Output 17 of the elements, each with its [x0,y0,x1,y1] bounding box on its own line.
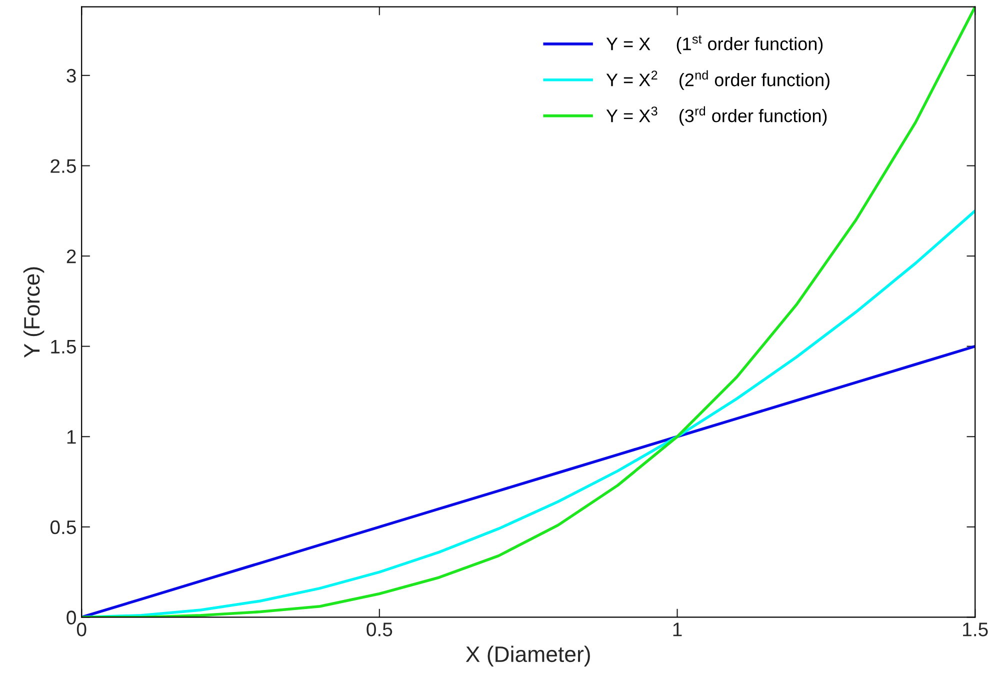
y-tick-label: 2 [66,250,76,264]
y-tick-label: 2.5 [50,159,76,173]
x-tick-label: 0.5 [366,622,392,636]
legend-label: Y = X (1$^{st}$ order function) [606,35,823,54]
y-axis-title: Y (Force) [23,267,44,358]
y-tick-label: 0 [66,610,76,624]
y-tick-label: 1.5 [51,340,76,354]
y-tick-label: 3 [66,68,76,83]
text: Y = X$^{3}$ (3$^{rd}$ order function) [606,106,827,126]
text: Y = X$^{2}$ (2$^{nd}$ order function) [606,70,830,90]
y-tick-label: 1 [67,430,76,444]
x-axis-title: X (Diameter) [466,646,590,666]
line-series [82,6,976,618]
y-tick-label: 0.5 [50,520,76,534]
x-tick-label: 0 [76,622,86,636]
x-tick-label: 1 [673,622,682,636]
x-tick-label: 1.5 [963,622,988,636]
